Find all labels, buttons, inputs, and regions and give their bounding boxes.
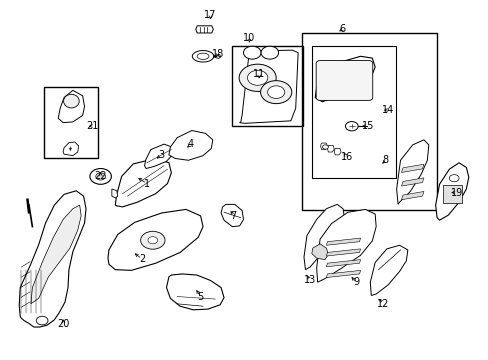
FancyBboxPatch shape bbox=[316, 60, 372, 100]
Text: 14: 14 bbox=[382, 105, 394, 115]
Polygon shape bbox=[320, 143, 327, 149]
Polygon shape bbox=[108, 210, 203, 270]
Text: 12: 12 bbox=[377, 299, 389, 309]
Bar bbox=[232, 45, 303, 126]
Text: 5: 5 bbox=[197, 292, 203, 302]
Text: 8: 8 bbox=[382, 155, 388, 165]
Polygon shape bbox=[239, 50, 298, 123]
Circle shape bbox=[90, 168, 111, 184]
Circle shape bbox=[239, 64, 276, 91]
Circle shape bbox=[247, 70, 267, 85]
Circle shape bbox=[261, 46, 278, 59]
Polygon shape bbox=[326, 260, 360, 267]
Circle shape bbox=[36, 316, 48, 325]
Polygon shape bbox=[112, 189, 118, 198]
Circle shape bbox=[345, 122, 357, 131]
Text: 1: 1 bbox=[143, 179, 150, 189]
Polygon shape bbox=[221, 204, 243, 226]
Text: 16: 16 bbox=[340, 152, 352, 162]
Circle shape bbox=[448, 175, 458, 182]
Polygon shape bbox=[115, 158, 171, 207]
Bar bbox=[443, 185, 461, 203]
Polygon shape bbox=[396, 140, 428, 204]
Polygon shape bbox=[316, 210, 375, 282]
Polygon shape bbox=[401, 192, 423, 200]
Circle shape bbox=[141, 231, 164, 249]
Text: 22: 22 bbox=[94, 171, 107, 181]
Polygon shape bbox=[192, 50, 213, 62]
Text: 11: 11 bbox=[252, 69, 264, 79]
Polygon shape bbox=[315, 56, 374, 102]
Text: 2: 2 bbox=[139, 254, 145, 264]
Circle shape bbox=[322, 145, 328, 149]
Polygon shape bbox=[327, 145, 333, 152]
Text: 10: 10 bbox=[243, 33, 255, 43]
Text: 21: 21 bbox=[86, 121, 99, 131]
Text: 13: 13 bbox=[304, 275, 316, 285]
Text: 18: 18 bbox=[211, 49, 224, 59]
Bar bbox=[302, 33, 436, 211]
Polygon shape bbox=[326, 238, 360, 245]
Polygon shape bbox=[311, 244, 328, 260]
Polygon shape bbox=[401, 178, 423, 186]
Text: 7: 7 bbox=[230, 211, 236, 221]
Bar bbox=[43, 87, 98, 158]
Polygon shape bbox=[369, 245, 407, 296]
Circle shape bbox=[243, 46, 261, 59]
Circle shape bbox=[148, 237, 158, 244]
Polygon shape bbox=[19, 191, 86, 327]
Text: 3: 3 bbox=[158, 150, 164, 160]
Polygon shape bbox=[435, 163, 468, 220]
Ellipse shape bbox=[63, 94, 79, 108]
Text: 4: 4 bbox=[187, 139, 194, 149]
Polygon shape bbox=[58, 90, 84, 123]
Polygon shape bbox=[166, 274, 224, 310]
Circle shape bbox=[96, 173, 105, 180]
Polygon shape bbox=[213, 54, 220, 58]
Text: 6: 6 bbox=[338, 24, 345, 35]
Text: 9: 9 bbox=[353, 277, 359, 287]
Circle shape bbox=[260, 81, 291, 104]
Circle shape bbox=[267, 86, 284, 98]
Polygon shape bbox=[63, 142, 79, 156]
Polygon shape bbox=[401, 164, 423, 172]
Polygon shape bbox=[326, 249, 360, 256]
Polygon shape bbox=[31, 205, 81, 304]
Text: 15: 15 bbox=[361, 121, 373, 131]
Text: 17: 17 bbox=[204, 10, 216, 20]
Bar bbox=[311, 45, 395, 178]
Polygon shape bbox=[326, 270, 360, 278]
Polygon shape bbox=[197, 53, 208, 59]
Text: 19: 19 bbox=[449, 188, 462, 198]
Polygon shape bbox=[304, 204, 344, 270]
Polygon shape bbox=[333, 148, 340, 155]
Polygon shape bbox=[144, 144, 173, 168]
Polygon shape bbox=[195, 26, 213, 33]
Polygon shape bbox=[168, 131, 212, 160]
Text: 20: 20 bbox=[57, 319, 69, 329]
